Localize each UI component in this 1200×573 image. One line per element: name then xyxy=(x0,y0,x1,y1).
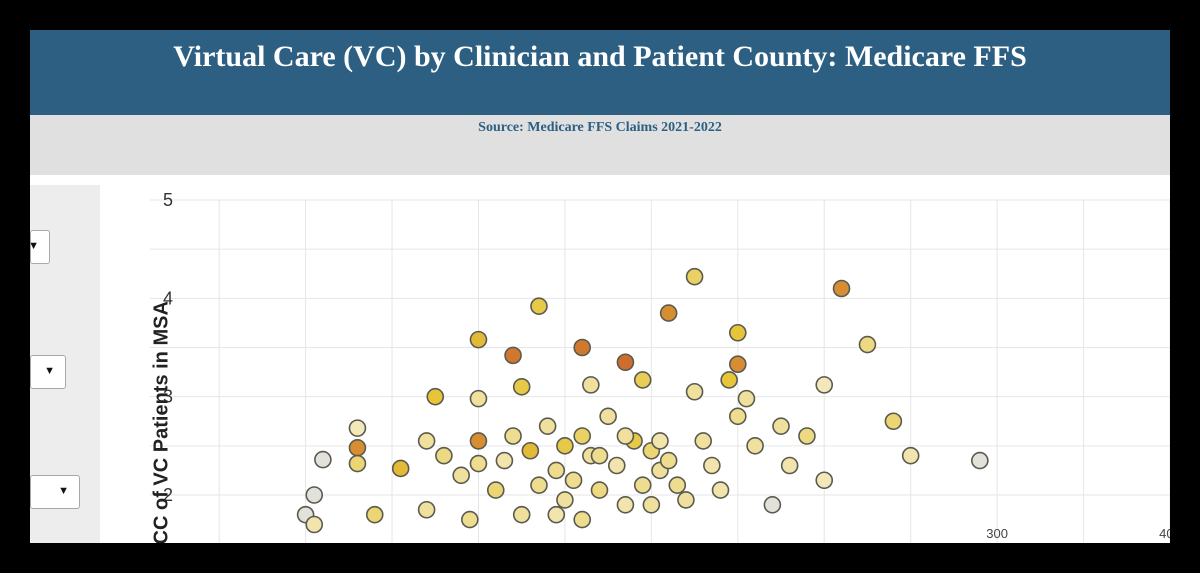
data-point[interactable] xyxy=(694,432,713,450)
data-point[interactable] xyxy=(677,491,695,509)
data-point[interactable] xyxy=(469,432,488,450)
data-point[interactable] xyxy=(884,412,903,431)
data-point[interactable] xyxy=(798,427,816,445)
data-point[interactable] xyxy=(728,407,747,426)
filter-dropdown-3[interactable]: ▼ xyxy=(30,475,80,509)
y-tick-label: 2 xyxy=(163,485,173,505)
y-tick-label: 4 xyxy=(163,288,173,308)
chevron-down-icon: ▼ xyxy=(30,240,39,252)
page-title: Virtual Care (VC) by Clinician and Patie… xyxy=(173,40,1027,73)
data-point[interactable] xyxy=(469,389,488,408)
data-point[interactable] xyxy=(780,456,799,475)
data-point[interactable] xyxy=(538,417,557,435)
data-point[interactable] xyxy=(365,505,384,524)
data-point[interactable] xyxy=(469,330,488,349)
data-point[interactable] xyxy=(720,371,738,389)
x-tick-label: 400 xyxy=(1159,526,1170,541)
data-point[interactable] xyxy=(573,338,592,357)
data-point[interactable] xyxy=(685,382,704,401)
data-point[interactable] xyxy=(651,432,669,450)
data-point[interactable] xyxy=(495,451,514,470)
data-point[interactable] xyxy=(711,481,730,499)
data-point[interactable] xyxy=(590,446,609,465)
data-point[interactable] xyxy=(530,297,548,316)
data-point[interactable] xyxy=(469,454,488,473)
data-point[interactable] xyxy=(901,446,920,465)
data-point[interactable] xyxy=(573,510,592,529)
data-point[interactable] xyxy=(486,481,505,499)
source-note: Source: Medicare FFS Claims 2021-2022 xyxy=(478,120,722,135)
data-point[interactable] xyxy=(314,450,332,469)
scatter-plot: 2 3 4 5 300 400 xyxy=(150,190,1170,543)
data-point[interactable] xyxy=(668,476,687,494)
data-point[interactable] xyxy=(435,446,453,465)
subheader-bar xyxy=(30,115,1170,175)
data-point[interactable] xyxy=(305,486,324,504)
data-point[interactable] xyxy=(599,407,617,426)
chevron-down-icon: ▼ xyxy=(58,485,69,497)
y-axis-label: HCC of VC Patients in MSA xyxy=(150,301,173,543)
data-point[interactable] xyxy=(391,459,410,478)
filter-dropdown-1[interactable]: ▼ xyxy=(30,230,50,264)
data-point[interactable] xyxy=(530,476,548,494)
data-point[interactable] xyxy=(582,376,600,394)
data-point[interactable] xyxy=(737,389,756,408)
data-point[interactable] xyxy=(971,451,989,470)
y-tick-label: 5 xyxy=(163,190,173,210)
data-point[interactable] xyxy=(348,419,367,437)
data-point[interactable] xyxy=(728,323,747,342)
data-point[interactable] xyxy=(305,515,324,534)
x-tick-label: 300 xyxy=(986,526,1008,541)
data-point[interactable] xyxy=(521,441,540,460)
data-point[interactable] xyxy=(616,353,635,372)
data-point[interactable] xyxy=(417,500,436,519)
data-point[interactable] xyxy=(607,456,626,475)
data-point[interactable] xyxy=(728,355,747,374)
data-point[interactable] xyxy=(659,304,678,322)
data-point[interactable] xyxy=(858,335,877,354)
data-point[interactable] xyxy=(832,279,851,298)
data-point[interactable] xyxy=(512,505,531,524)
data-point[interactable] xyxy=(348,454,367,473)
data-point[interactable] xyxy=(573,427,592,445)
data-point[interactable] xyxy=(746,437,764,455)
app-frame: Virtual Care (VC) by Clinician and Patie… xyxy=(30,30,1170,543)
data-point[interactable] xyxy=(461,510,479,529)
data-point[interactable] xyxy=(763,496,782,514)
data-point[interactable] xyxy=(685,267,704,286)
data-point[interactable] xyxy=(815,376,834,394)
data-point[interactable] xyxy=(659,451,678,470)
data-point[interactable] xyxy=(504,427,522,445)
data-point[interactable] xyxy=(564,471,583,490)
data-point[interactable] xyxy=(512,378,531,396)
data-point[interactable] xyxy=(417,432,436,450)
data-point[interactable] xyxy=(426,387,445,406)
data-point[interactable] xyxy=(616,496,635,514)
data-point[interactable] xyxy=(815,471,834,490)
data-point[interactable] xyxy=(547,461,566,480)
data-point[interactable] xyxy=(633,476,652,494)
data-point[interactable] xyxy=(556,491,574,509)
data-point[interactable] xyxy=(633,371,652,389)
y-tick-label: 3 xyxy=(163,387,173,407)
data-point[interactable] xyxy=(590,481,609,499)
data-point[interactable] xyxy=(348,438,367,457)
header-bar xyxy=(30,30,1170,115)
data-point[interactable] xyxy=(616,427,635,445)
data-point[interactable] xyxy=(556,437,574,455)
data-point[interactable] xyxy=(452,466,470,485)
data-point[interactable] xyxy=(504,346,522,365)
filter-dropdown-2[interactable]: ▼ xyxy=(30,355,66,389)
data-point[interactable] xyxy=(772,417,790,435)
data-point[interactable] xyxy=(547,505,566,524)
data-point[interactable] xyxy=(703,456,721,475)
data-point[interactable] xyxy=(642,496,661,514)
chevron-down-icon: ▼ xyxy=(44,365,55,377)
